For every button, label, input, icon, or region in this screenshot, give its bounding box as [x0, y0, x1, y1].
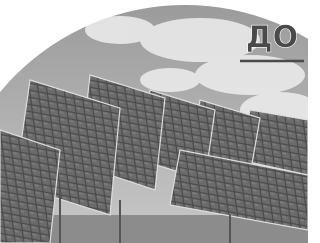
page: {"label": "ДО"} [0, 0, 308, 243]
photo-card: ДО [0, 0, 308, 243]
label: ДО [246, 20, 298, 55]
